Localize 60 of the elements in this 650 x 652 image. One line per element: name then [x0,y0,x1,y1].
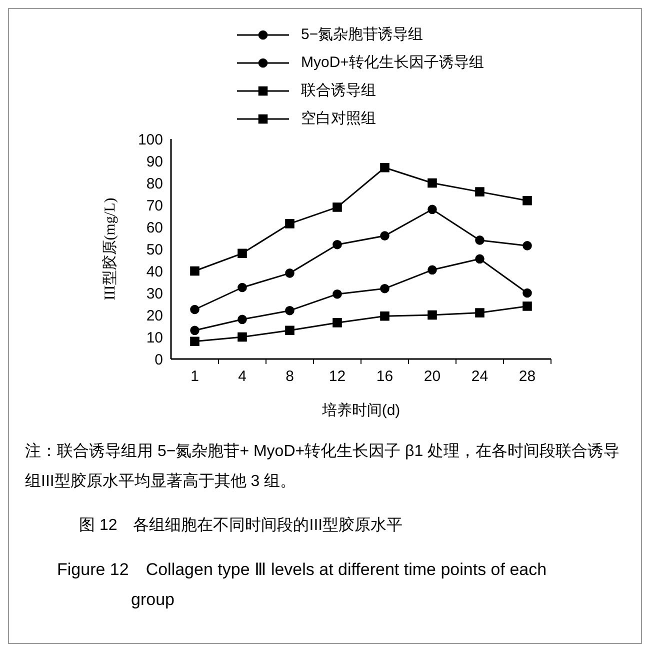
y-tick-label: 90 [146,153,163,170]
x-tick-label: 8 [286,368,294,385]
point [380,311,390,321]
point [285,306,294,316]
y-tick-label: 70 [146,197,163,214]
point [190,266,200,276]
point [238,282,247,292]
x-axis-title: 培养时间(d) [320,402,400,419]
y-tick-label: 0 [154,351,163,368]
point [238,314,247,324]
legend-label: 5−氮杂胞苷诱导组 [301,25,424,45]
point [428,178,437,188]
point [522,302,532,311]
y-tick-label: 60 [146,219,163,236]
point [285,326,294,336]
point [285,219,294,228]
point [428,265,437,275]
point [475,236,484,245]
text: 图 12 各组细胞在不同时间段的III型胶原水平 [79,516,403,536]
x-tick-label: 20 [424,368,441,385]
y-tick-label: 80 [146,175,163,192]
legend-label: 联合诱导组 [301,81,376,101]
y-tick-label: 10 [146,329,163,346]
x-tick-label: 28 [518,368,536,385]
point [475,308,484,318]
point [428,310,437,320]
point [238,248,247,258]
x-tick-label: 12 [328,368,346,385]
point [332,289,342,299]
point [190,336,200,346]
x-tick-label: 1 [190,368,199,385]
point [332,318,342,328]
point [475,187,484,196]
point [285,268,294,278]
point [190,326,200,336]
x-tick-label: 16 [376,368,394,385]
x-tick-label: 24 [471,368,488,385]
y-tick-label: 20 [146,307,163,324]
y-tick-label: 30 [146,285,163,302]
point [522,241,532,250]
text: 注：联合诱导组用 5−氮杂胞苷+ MyoD+转化生长因子 β1 处理，在各时间段联合诱导组III型胶原水平均显著高于其他 3 组。 [25,442,621,492]
x-tick-label: 4 [238,368,246,385]
point [522,196,532,206]
point [380,284,390,294]
y-tick-label: 100 [138,131,163,148]
point [332,202,342,212]
point [238,332,247,342]
point [475,254,484,264]
point [332,240,342,250]
text: Figure 12 Collagen type Ⅲ levels at different time points of each group [57,559,548,611]
point [190,304,200,314]
point [522,288,532,298]
y-tick-label: 40 [146,263,163,280]
point [428,204,437,214]
y-tick-label: 50 [146,241,163,258]
legend-label: MyoD+转化生长因子诱导组 [301,53,484,73]
point [380,231,390,240]
point [380,162,390,172]
y-axis-title: III型胶原(mg/L) [101,198,118,300]
legend-label: 空白对照组 [301,109,376,129]
